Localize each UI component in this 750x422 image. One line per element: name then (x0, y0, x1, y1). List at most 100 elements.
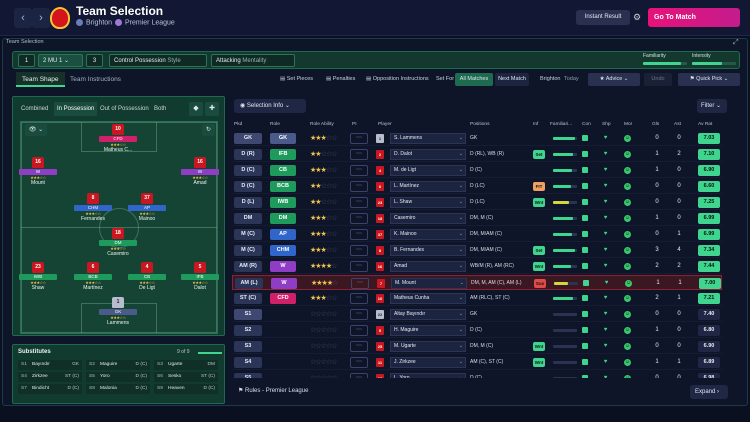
player-instructions-icon[interactable]: ⋯ (350, 133, 368, 144)
player-instructions-icon[interactable]: ⋯ (350, 149, 368, 160)
sub-list-item[interactable]: S2 Maguire D (C) (86, 360, 150, 370)
role-select[interactable]: GK (270, 133, 296, 144)
go-to-match-button[interactable]: Go To Match (648, 8, 740, 27)
table-row[interactable]: M (C) AP ★★★☆☆ ⋯ 37 K. Mainoo ⌄ DM, M/AM (C) ♥ ☺ 0… (232, 227, 722, 242)
role-select[interactable]: BCB (270, 181, 296, 192)
pitch-player[interactable]: 5 IFB ★★★☆☆ Dalot (180, 262, 220, 291)
table-row[interactable]: ST (C) CFD ★★★☆☆ ⋯ 10 Matheus Cunha ⌄ AM (RLC),… (232, 291, 722, 306)
position-slot[interactable]: D (C) (234, 181, 262, 192)
column-header[interactable]: Familiari... (550, 122, 573, 127)
tactic-slot-3[interactable]: 3 (86, 54, 103, 67)
player-select[interactable]: L. Yoro ⌄ (390, 373, 466, 378)
player-instructions-icon[interactable]: ⋯ (350, 213, 368, 224)
table-row[interactable]: D (L) IWB ★★☆☆☆ ⋯ 23 L. Shaw ⌄ D (LC) Wnt ♥ ☺ 0 0 7.2… (232, 195, 722, 210)
player-select[interactable]: Matheus Cunha ⌄ (390, 293, 466, 304)
selection-info-button[interactable]: ◉ Selection Info ⌄ (234, 99, 306, 113)
position-slot[interactable]: D (L) (234, 197, 262, 208)
position-slot[interactable]: S5 (234, 373, 262, 378)
column-header[interactable]: Mor (624, 122, 633, 127)
quick-pick-button[interactable]: ⚑ Quick Pick ⌄ (678, 73, 740, 86)
table-row[interactable]: S5 ☆☆☆☆☆ ⋯ 15 L. Yoro ⌄ D (C) ♥ ☺ 0 0 6.98 (232, 371, 722, 378)
advice-button[interactable]: ★ Advice ⌄ (588, 73, 640, 86)
pitch-player[interactable]: 10 CFD ★★★☆☆ Matheus C... (98, 124, 138, 153)
player-select[interactable]: Amad ⌄ (390, 261, 466, 272)
player-instructions-icon[interactable]: ⋯ (350, 357, 368, 368)
position-slot[interactable]: D (R) (234, 149, 262, 160)
player-instructions-icon[interactable]: ⋯ (350, 293, 368, 304)
pitch-options-icon[interactable]: ✚ (205, 102, 219, 116)
player-instructions-icon[interactable]: ⋯ (350, 373, 368, 378)
expand-button[interactable]: Expand › (690, 385, 728, 399)
player-instructions-icon[interactable]: ⋯ (351, 278, 369, 289)
player-instructions-icon[interactable]: ⋯ (350, 309, 368, 320)
column-header[interactable]: Positions (470, 122, 490, 127)
position-slot[interactable]: GK (234, 133, 262, 144)
tab-both[interactable]: Both (154, 106, 167, 112)
pitch-settings-icon[interactable]: ◆ (189, 102, 203, 116)
pitch-player[interactable]: 16 W ★★★☆☆ Mount (18, 157, 58, 186)
tab-out-of-possession[interactable]: Out of Possession (100, 106, 149, 112)
player-select[interactable]: D. Dalot ⌄ (390, 149, 466, 160)
pitch-player[interactable]: 8 CHM ★★★☆☆ Fernandes (73, 193, 113, 222)
penalties-link[interactable]: ▤ Penalties (326, 76, 356, 82)
table-row[interactable]: D (C) BCB ★★☆☆☆ ⋯ 6 L. Martínez ⌄ D (LC) FIT ♥ ☺ 0 0… (232, 179, 722, 194)
sub-list-item[interactable]: S4 Zirkzee ST (C) (18, 372, 82, 382)
table-row[interactable]: M (C) CHM ★★★☆☆ ⋯ 8 B. Fernandes ⌄ DM, M/AM (C)… (232, 243, 722, 258)
player-instructions-icon[interactable]: ⋯ (350, 261, 368, 272)
column-header[interactable]: Player (378, 122, 392, 127)
table-row[interactable]: D (C) CB ★★★☆☆ ⋯ 4 M. de Ligt ⌄ D (C) ♥ ☺ 1 0 6.90 (232, 163, 722, 178)
pitch-player[interactable]: 23 IWB ★★★☆☆ Shaw (18, 262, 58, 291)
sub-list-item[interactable]: S5 Yoro D (C) (86, 372, 150, 382)
column-header[interactable]: Av Rat (698, 122, 713, 127)
pitch-player[interactable]: 37 AP ★★★☆☆ Mainoo (127, 193, 167, 222)
player-select[interactable]: M. Ugarte ⌄ (390, 341, 466, 352)
pitch-view-toggle[interactable]: 👁 ⌄ (25, 124, 47, 136)
player-instructions-icon[interactable]: ⋯ (350, 245, 368, 256)
sub-list-item[interactable]: S3 Ugarte DM (154, 360, 218, 370)
player-select[interactable]: K. Mainoo ⌄ (390, 229, 466, 240)
player-instructions-icon[interactable]: ⋯ (350, 181, 368, 192)
role-select[interactable]: DM (270, 213, 296, 224)
pitch-player[interactable]: 4 CB ★★★☆☆ De Ligt (127, 262, 167, 291)
player-instructions-icon[interactable]: ⋯ (350, 341, 368, 352)
instant-result-button[interactable]: Instant Result (576, 10, 630, 25)
pitch-refresh-icon[interactable]: ↻ (202, 124, 215, 136)
column-header[interactable]: Inf (533, 122, 539, 127)
column-header[interactable]: Role (270, 122, 280, 127)
position-slot[interactable]: D (C) (234, 165, 262, 176)
column-header[interactable]: Role Ability (310, 122, 334, 127)
pitch-player[interactable]: 18 DM ★★★☆☆ Casemiro (98, 228, 138, 257)
gear-icon[interactable]: ⚙ (633, 12, 642, 22)
player-instructions-icon[interactable]: ⋯ (350, 197, 368, 208)
style-select[interactable]: Control Possession Style (109, 54, 207, 67)
expand-window-icon[interactable]: ⤢ (733, 39, 739, 46)
next-match-button[interactable]: Next Match (495, 73, 529, 86)
undo-button[interactable]: Undo (644, 73, 672, 86)
filter-button[interactable]: Filter ⌄ (697, 99, 727, 113)
position-slot[interactable]: AM (R) (234, 261, 262, 272)
pitch-player[interactable]: 6 BCB ★★★☆☆ Martínez (73, 262, 113, 291)
tactic-slot-1[interactable]: 1 (18, 54, 35, 67)
player-select[interactable]: Altay Bayındır ⌄ (390, 309, 466, 320)
position-slot[interactable]: M (C) (234, 229, 262, 240)
column-header[interactable]: Gls (652, 122, 660, 127)
player-select[interactable]: B. Fernandes ⌄ (390, 245, 466, 256)
column-header[interactable]: Con (582, 122, 591, 127)
mentality-select[interactable]: Attacking Mentality (211, 54, 295, 67)
position-slot[interactable]: AM (L) (235, 278, 263, 289)
player-select[interactable]: L. Martínez ⌄ (390, 181, 466, 192)
role-select[interactable]: CHM (270, 245, 296, 256)
position-slot[interactable]: ST (C) (234, 293, 262, 304)
player-select[interactable]: H. Maguire ⌄ (390, 325, 466, 336)
player-select[interactable]: Casemiro ⌄ (390, 213, 466, 224)
table-row[interactable]: S1 ☆☆☆☆☆ ⋯ 22 Altay Bayındır ⌄ GK ♥ ☺ 0 0 7.40 (232, 307, 722, 322)
role-select[interactable]: W (270, 261, 296, 272)
column-header[interactable]: Ast (674, 122, 681, 127)
column-header[interactable]: Pkd (234, 122, 243, 127)
position-slot[interactable]: S1 (234, 309, 262, 320)
player-select[interactable]: S. Lammens ⌄ (390, 133, 466, 144)
pitch-player[interactable]: 1 GK ★★★☆☆ Lammens (98, 297, 138, 326)
sub-list-item[interactable]: S8 Malonia D (C) (86, 384, 150, 394)
player-instructions-icon[interactable]: ⋯ (350, 325, 368, 336)
position-slot[interactable]: M (C) (234, 245, 262, 256)
